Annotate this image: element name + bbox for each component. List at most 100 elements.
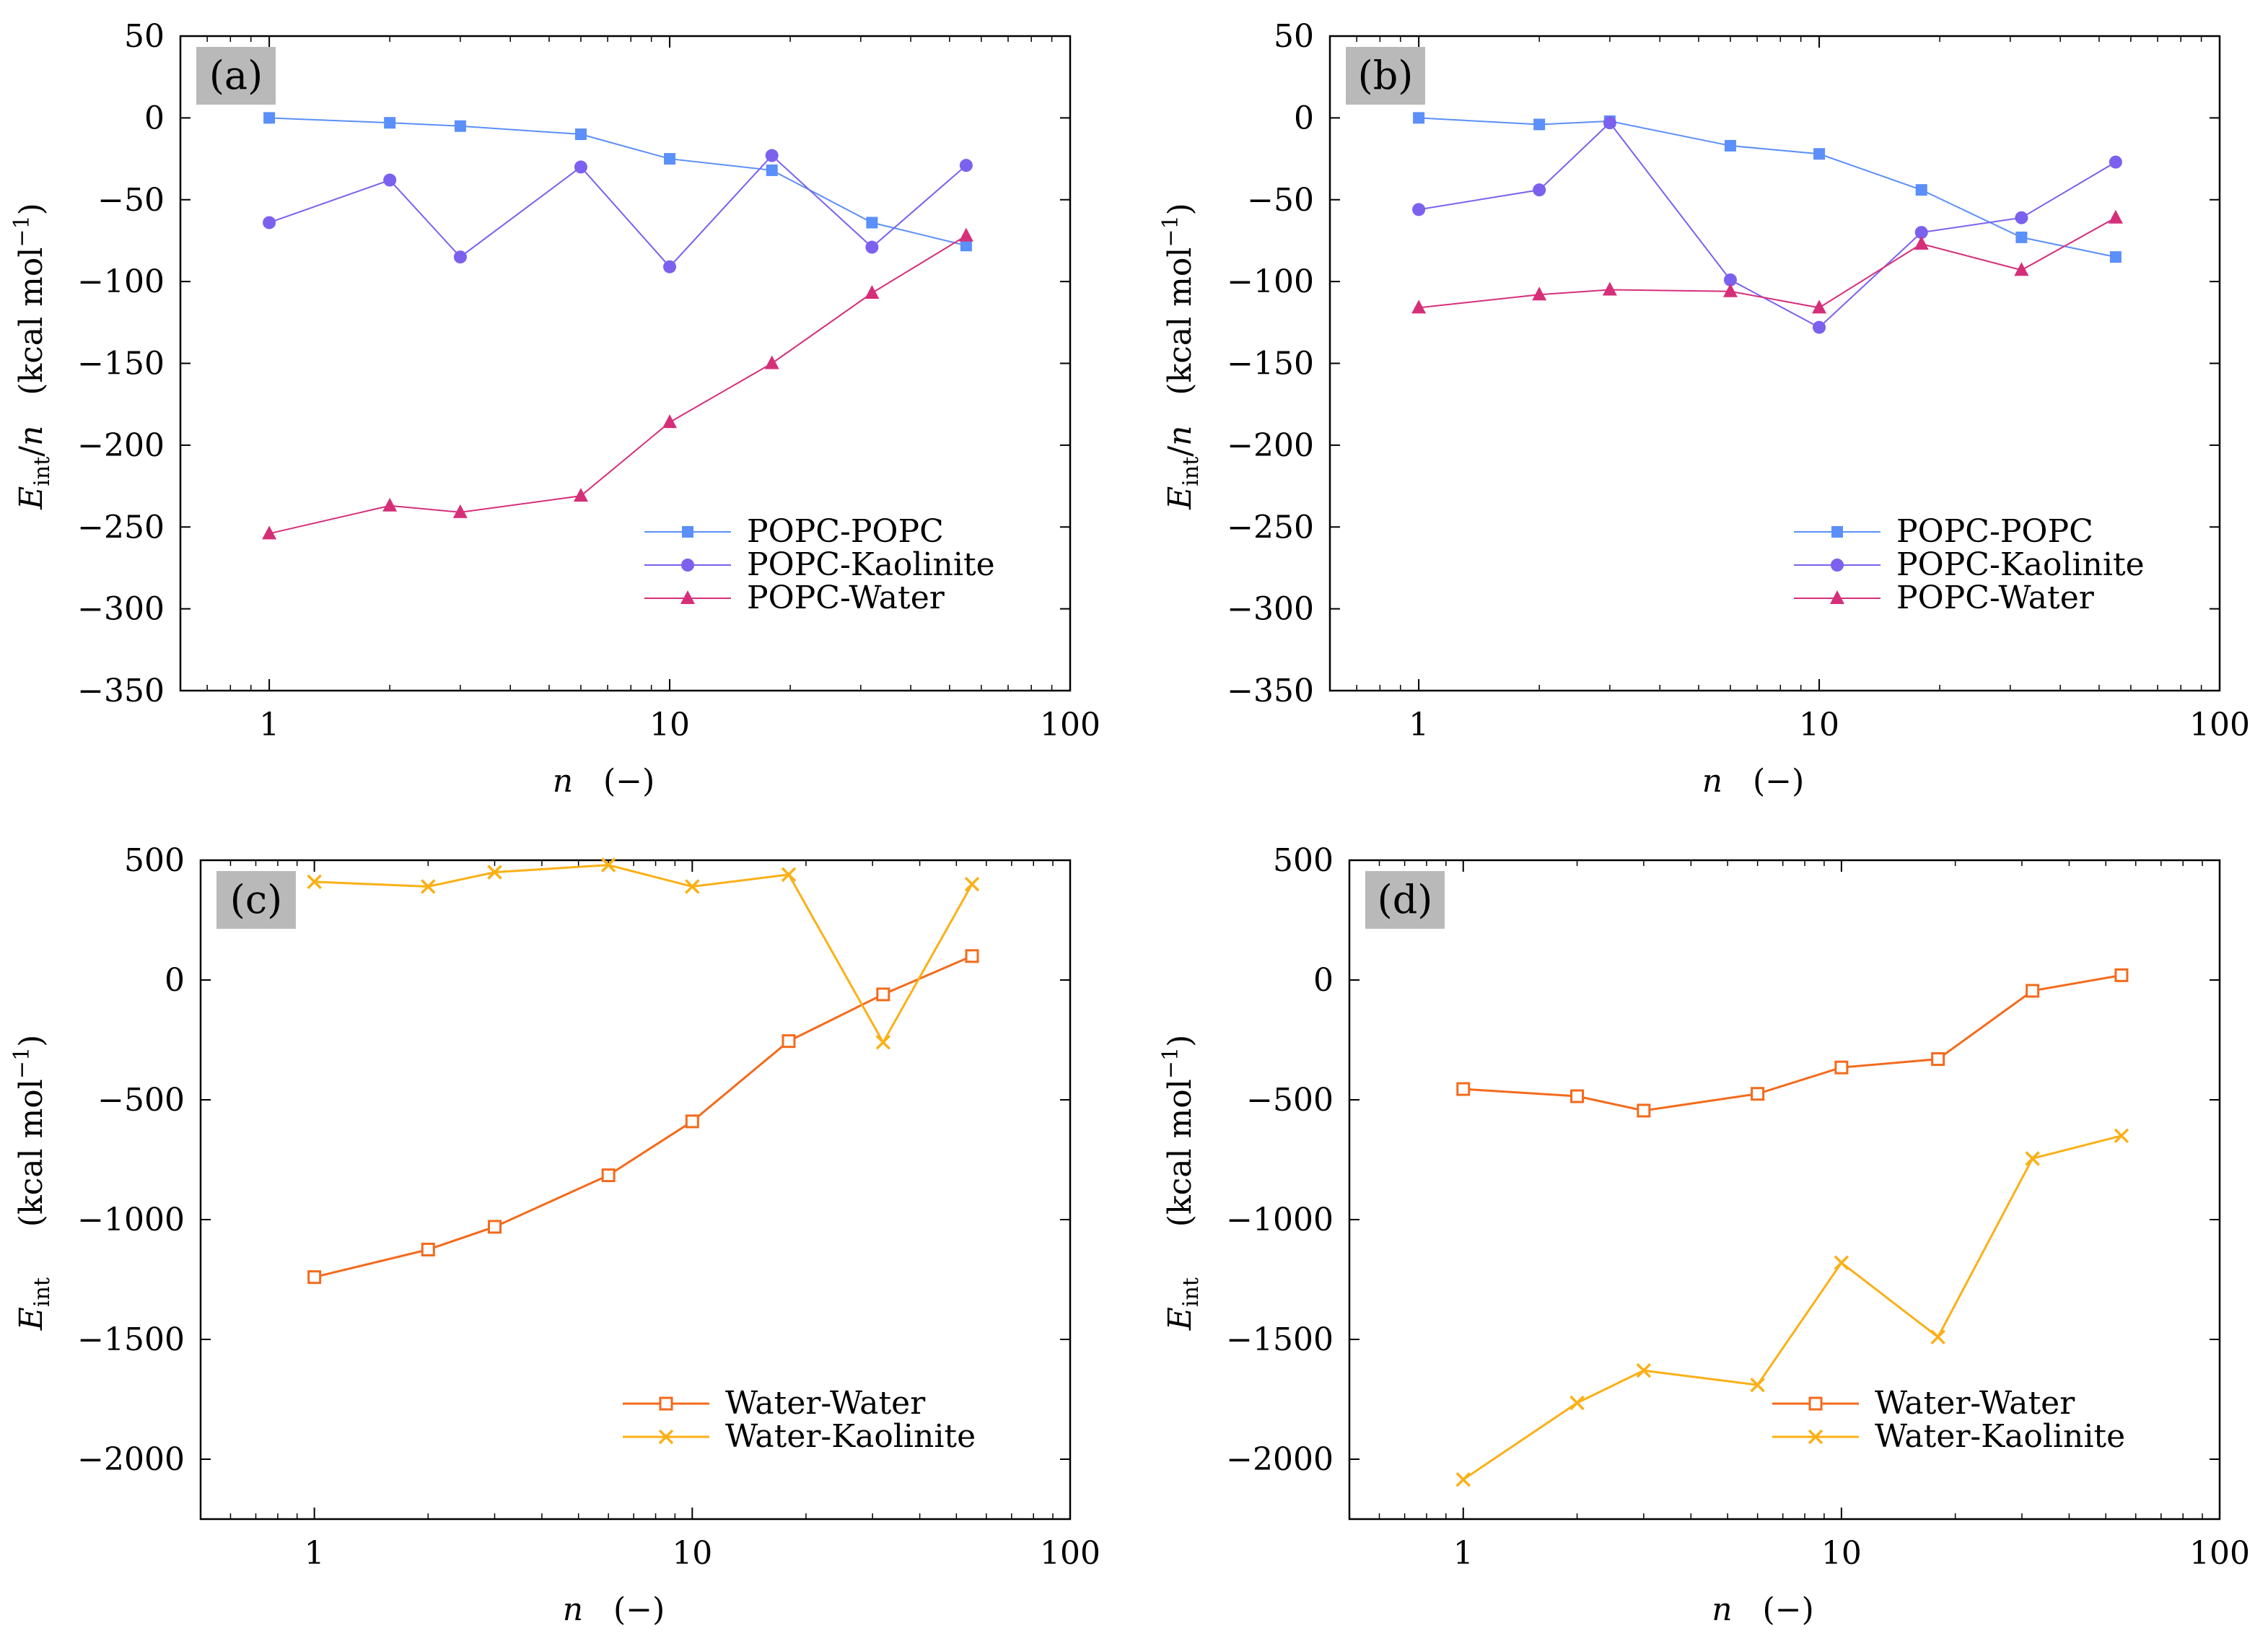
series-popc-popc [1413,112,2122,263]
data-point [1914,235,1929,250]
data-point [383,173,397,187]
legend-marker [682,526,693,538]
data-point [664,153,676,165]
panel-label: (a) [209,53,263,98]
y-tick-label: −1000 [77,1202,185,1238]
data-point [2109,251,2122,263]
panel-label-box [1365,871,1445,929]
series-popc-water [1411,209,2123,314]
data-point [452,504,468,518]
y-tick-label: −150 [77,346,165,382]
legend-label: Water-Water [1875,1385,2075,1422]
data-point [1603,116,1616,130]
data-point [1834,1060,1849,1075]
y-tick-label: 0 [1313,962,1334,999]
data-point [263,112,276,124]
x-tick-label: 1 [259,707,279,743]
legend-marker [1831,526,1843,538]
data-point [2015,211,2028,224]
data-point [1533,118,1546,131]
legend-label: Water-Water [725,1385,926,1422]
data-point [574,128,587,141]
legend-label: POPC-Kaolinite [1896,546,2145,583]
y-tick-label: −100 [1227,263,1314,300]
data-point [1456,1082,1471,1096]
y-axis-label: Eint (kcal mol−1) [1158,1035,1204,1331]
data-point [866,216,878,229]
data-point [1914,226,1928,240]
panel-label-box [216,871,296,929]
y-tick-label: 0 [1294,100,1314,136]
x-tick-label: 1 [1453,1535,1474,1572]
y-tick-label: −150 [1227,346,1314,382]
y-tick-label: 500 [124,842,185,879]
x-tick-label: 10 [1799,707,1839,743]
x-tick-label: 100 [2189,707,2250,743]
series-line [1463,974,2122,1112]
plot-frame [199,859,1072,1521]
data-point [488,1220,502,1234]
panel-label: (d) [1378,877,1433,922]
y-tick-label: −1500 [1226,1321,1334,1358]
x-tick-label: 100 [2189,1535,2250,1572]
data-point [1834,1255,1849,1270]
data-point [2014,262,2029,276]
data-point [487,865,502,880]
data-point [1722,283,1738,297]
data-point [1751,1087,1765,1101]
y-tick-label: −100 [77,263,165,300]
data-point [2108,209,2123,224]
y-tick-label: 50 [124,18,165,55]
y-tick-label: −500 [1246,1082,1334,1119]
series-popc-kaolinite [1412,116,2122,334]
legend-label: POPC-POPC [747,513,944,550]
data-point [958,227,973,242]
series-line [1418,121,2116,328]
series-popc-kaolinite [263,149,973,274]
data-point [1813,148,1826,160]
series-line [268,235,967,535]
panel-label-box [196,47,276,105]
data-point [1569,1395,1585,1411]
data-point [1931,1052,1945,1067]
series-line [314,955,973,1279]
data-point [865,240,879,254]
data-point [262,525,277,540]
x-tick-label: 1 [305,1535,325,1572]
data-point [764,355,779,369]
data-point [1812,299,1827,314]
legend-item: POPC-Water [644,579,945,616]
y-tick-label: 0 [144,100,165,136]
x-axis-label: n (−) [1712,1591,1814,1628]
series-water-kaolinite [1455,1128,2129,1487]
y-tick-label: −50 [1247,182,1314,219]
data-point [573,488,588,502]
data-point [1636,1362,1652,1378]
data-point [965,949,979,963]
series-popc-water [262,227,973,540]
legend-marker [1831,559,1844,572]
legend-marker [681,559,694,572]
data-point [2109,155,2122,169]
data-point [421,879,436,894]
data-point [384,117,396,129]
x-tick-label: 10 [672,1535,712,1572]
data-point [875,1035,891,1050]
legend-item: POPC-Water [1794,579,2095,616]
legend-marker [1830,590,1844,604]
data-point [1915,184,1927,196]
legend-label: POPC-Kaolinite [747,546,995,583]
series-water-water [307,949,979,1285]
data-point [964,876,980,892]
y-tick-label: −250 [77,509,165,546]
data-point [382,497,398,512]
data-point [959,159,973,172]
legend-marker [680,590,695,604]
y-tick-label: −200 [77,427,165,464]
data-point [1723,273,1737,287]
data-point [307,1270,322,1285]
data-point [2015,231,2028,243]
panel-label: (b) [1358,53,1414,98]
y-tick-label: −1000 [1226,1202,1334,1238]
legend-item: POPC-Kaolinite [644,546,995,583]
